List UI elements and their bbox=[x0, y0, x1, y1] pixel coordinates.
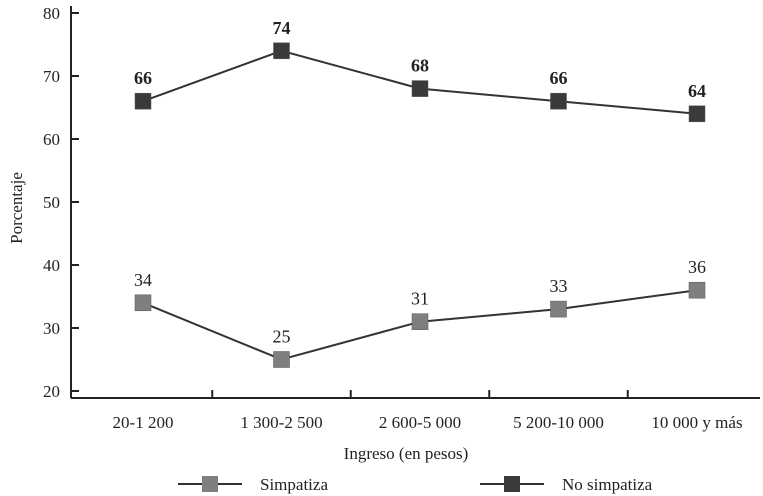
data-label: 33 bbox=[550, 276, 568, 296]
x-tick-label: 20-1 200 bbox=[113, 413, 174, 432]
data-point bbox=[134, 92, 152, 110]
y-ticks: 20 30 40 50 60 70 80 bbox=[43, 4, 79, 401]
x-tick-label: 2 600-5 000 bbox=[379, 413, 461, 432]
data-label: 74 bbox=[273, 18, 291, 38]
y-tick-label: 50 bbox=[43, 193, 60, 212]
y-axis-title: Porcentaje bbox=[7, 172, 26, 244]
data-point bbox=[273, 42, 290, 60]
data-label: 34 bbox=[134, 270, 152, 290]
y-tick-label: 70 bbox=[43, 67, 60, 86]
x-axis-title: Ingreso (en pesos) bbox=[344, 444, 469, 463]
legend-label: Simpatiza bbox=[260, 475, 328, 494]
x-ticks: 20-1 200 1 300-2 500 2 600-5 000 5 200-10 0… bbox=[113, 390, 743, 432]
data-label: 66 bbox=[550, 68, 568, 88]
data-point bbox=[688, 281, 706, 299]
x-tick-label: 1 300-2 500 bbox=[240, 413, 322, 432]
legend-marker bbox=[202, 476, 218, 492]
legend-marker bbox=[504, 476, 520, 492]
data-label: 36 bbox=[688, 257, 706, 277]
data-label: 66 bbox=[134, 68, 152, 88]
data-point bbox=[550, 92, 567, 110]
y-tick-label: 20 bbox=[43, 382, 60, 401]
data-label: 64 bbox=[688, 81, 706, 101]
data-point bbox=[411, 80, 429, 97]
legend-label: No simpatiza bbox=[562, 475, 653, 494]
data-point bbox=[411, 313, 429, 330]
y-tick-label: 60 bbox=[43, 130, 60, 149]
data-point bbox=[134, 294, 152, 312]
y-tick-label: 30 bbox=[43, 319, 60, 338]
data-point bbox=[550, 300, 567, 318]
data-point bbox=[273, 351, 290, 368]
legend: Simpatiza No simpatiza bbox=[178, 475, 653, 494]
data-point bbox=[688, 105, 706, 123]
x-tick-label: 10 000 y más bbox=[651, 413, 742, 432]
y-tick-label: 40 bbox=[43, 256, 60, 275]
y-tick-label: 80 bbox=[43, 4, 60, 23]
series-layer: 34 25 31 33 36 66 74 68 66 64 bbox=[134, 18, 706, 368]
data-label: 31 bbox=[411, 289, 429, 309]
x-tick-label: 5 200-10 000 bbox=[513, 413, 604, 432]
data-label: 25 bbox=[273, 327, 291, 347]
data-label: 68 bbox=[411, 56, 429, 76]
